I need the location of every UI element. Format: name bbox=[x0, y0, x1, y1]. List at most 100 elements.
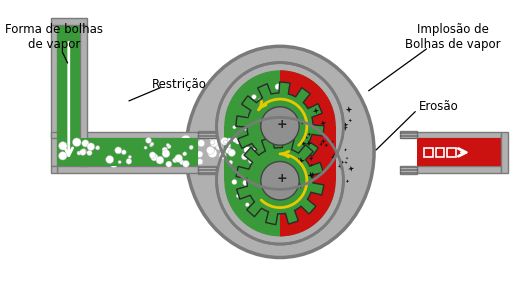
Wedge shape bbox=[280, 70, 336, 182]
Polygon shape bbox=[321, 139, 326, 144]
FancyBboxPatch shape bbox=[50, 25, 57, 166]
Circle shape bbox=[118, 149, 124, 155]
Circle shape bbox=[257, 152, 264, 159]
Circle shape bbox=[109, 145, 114, 149]
Circle shape bbox=[264, 141, 271, 148]
Text: Forma de bolhas
de vapor: Forma de bolhas de vapor bbox=[5, 23, 103, 51]
Circle shape bbox=[275, 84, 281, 90]
Circle shape bbox=[115, 147, 122, 154]
Circle shape bbox=[248, 114, 255, 122]
Circle shape bbox=[272, 134, 276, 138]
Circle shape bbox=[208, 148, 217, 158]
Circle shape bbox=[243, 180, 249, 186]
FancyBboxPatch shape bbox=[198, 166, 216, 174]
Circle shape bbox=[251, 171, 258, 178]
Circle shape bbox=[169, 139, 179, 148]
Circle shape bbox=[254, 138, 257, 141]
Circle shape bbox=[274, 138, 282, 145]
Circle shape bbox=[216, 143, 222, 150]
Polygon shape bbox=[324, 143, 329, 147]
Circle shape bbox=[275, 171, 281, 178]
Polygon shape bbox=[310, 164, 313, 167]
Circle shape bbox=[259, 187, 265, 193]
Text: Restrição: Restrição bbox=[152, 78, 206, 91]
Circle shape bbox=[261, 161, 299, 200]
Circle shape bbox=[159, 140, 164, 145]
Circle shape bbox=[277, 118, 280, 121]
Circle shape bbox=[265, 155, 270, 161]
Polygon shape bbox=[342, 125, 348, 131]
Circle shape bbox=[103, 148, 109, 154]
Circle shape bbox=[271, 183, 274, 187]
Circle shape bbox=[98, 142, 105, 148]
Polygon shape bbox=[298, 157, 305, 164]
Circle shape bbox=[210, 136, 217, 142]
Circle shape bbox=[272, 188, 277, 193]
Circle shape bbox=[261, 135, 267, 140]
Circle shape bbox=[217, 63, 343, 189]
Circle shape bbox=[263, 135, 269, 141]
Circle shape bbox=[150, 142, 154, 146]
FancyBboxPatch shape bbox=[198, 131, 216, 139]
Circle shape bbox=[166, 161, 172, 167]
Circle shape bbox=[116, 155, 125, 164]
Circle shape bbox=[276, 156, 279, 159]
Circle shape bbox=[106, 156, 114, 164]
Circle shape bbox=[256, 118, 261, 123]
Circle shape bbox=[128, 155, 132, 158]
Circle shape bbox=[243, 125, 248, 130]
Text: Implosão de
Bolhas de vapor: Implosão de Bolhas de vapor bbox=[405, 23, 501, 51]
Circle shape bbox=[257, 108, 261, 112]
Polygon shape bbox=[331, 153, 338, 161]
Circle shape bbox=[263, 141, 267, 145]
Circle shape bbox=[269, 129, 277, 136]
Polygon shape bbox=[309, 156, 314, 161]
Circle shape bbox=[219, 152, 226, 159]
FancyBboxPatch shape bbox=[501, 132, 508, 173]
Polygon shape bbox=[310, 172, 315, 177]
Circle shape bbox=[224, 125, 336, 236]
Circle shape bbox=[269, 184, 277, 191]
Circle shape bbox=[249, 155, 255, 161]
Circle shape bbox=[162, 150, 170, 158]
FancyBboxPatch shape bbox=[417, 166, 501, 173]
Circle shape bbox=[275, 136, 278, 139]
Circle shape bbox=[270, 163, 276, 169]
Circle shape bbox=[277, 197, 282, 202]
Circle shape bbox=[266, 101, 270, 105]
Circle shape bbox=[275, 173, 281, 179]
Circle shape bbox=[227, 138, 231, 142]
Circle shape bbox=[80, 149, 86, 155]
Circle shape bbox=[228, 149, 236, 156]
Circle shape bbox=[217, 117, 343, 244]
Circle shape bbox=[163, 142, 172, 151]
Circle shape bbox=[236, 194, 240, 198]
Circle shape bbox=[235, 138, 241, 144]
Circle shape bbox=[226, 143, 231, 148]
Circle shape bbox=[165, 159, 170, 164]
Circle shape bbox=[275, 118, 282, 125]
Polygon shape bbox=[307, 172, 315, 179]
Circle shape bbox=[275, 191, 278, 194]
Circle shape bbox=[241, 193, 245, 197]
Circle shape bbox=[272, 113, 279, 119]
Circle shape bbox=[72, 138, 81, 146]
Circle shape bbox=[82, 148, 86, 153]
Circle shape bbox=[156, 156, 164, 164]
Polygon shape bbox=[338, 164, 343, 169]
Circle shape bbox=[150, 144, 153, 147]
Polygon shape bbox=[319, 142, 323, 146]
FancyBboxPatch shape bbox=[217, 126, 343, 181]
Circle shape bbox=[95, 160, 101, 165]
Polygon shape bbox=[313, 108, 319, 114]
Circle shape bbox=[259, 136, 267, 144]
Circle shape bbox=[224, 140, 227, 144]
Polygon shape bbox=[348, 166, 354, 172]
Circle shape bbox=[149, 157, 155, 163]
Circle shape bbox=[248, 169, 254, 175]
Circle shape bbox=[245, 203, 249, 207]
Circle shape bbox=[268, 120, 275, 126]
FancyBboxPatch shape bbox=[57, 166, 198, 173]
Circle shape bbox=[198, 140, 205, 147]
Polygon shape bbox=[236, 137, 324, 225]
